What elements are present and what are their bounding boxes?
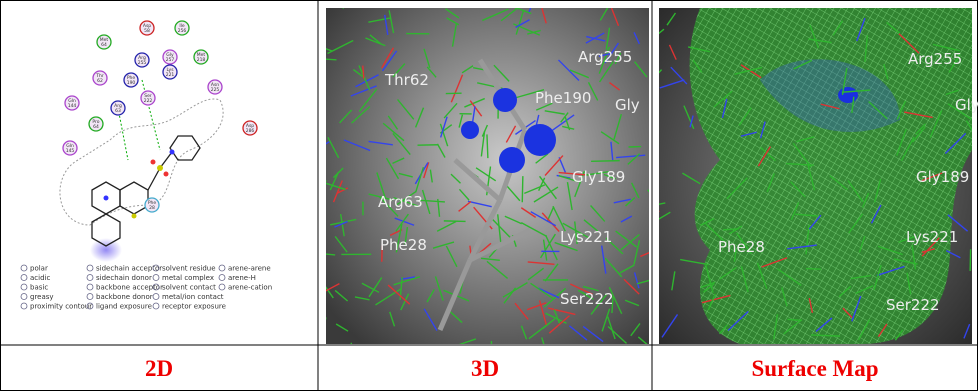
legend-icon (87, 284, 93, 290)
residue-number: 256 (178, 28, 187, 34)
legend-icon (219, 265, 225, 271)
blob (524, 124, 556, 156)
residue-number: 63 (115, 108, 121, 114)
residue-label: Lys221 (560, 228, 612, 246)
residue-label: Phe28 (718, 238, 765, 256)
legend-icon (219, 275, 225, 281)
legend-label: metal/ion contact (162, 293, 224, 301)
legend-icon (21, 275, 27, 281)
legend-icon (87, 294, 93, 300)
legend-label: solvent residue (162, 265, 216, 273)
residue-number: 190 (127, 80, 136, 86)
residue-number: 221 (166, 72, 175, 78)
blob (461, 121, 479, 139)
residue-number: 222 (144, 98, 153, 104)
residue-number: 218 (197, 57, 206, 63)
residue-number: 255 (138, 60, 147, 66)
legend-label: greasy (30, 293, 54, 301)
residue-number: 64 (101, 42, 107, 48)
residue-number: 286 (246, 128, 255, 134)
legend-label: sidechain donor (96, 274, 152, 282)
legend-label: ligand exposure (96, 303, 152, 311)
legend-icon (153, 275, 159, 281)
residue-number: 28 (149, 205, 155, 211)
caption: 2D (145, 356, 173, 381)
residue-label: Ser222 (560, 290, 614, 308)
legend-label: basic (30, 284, 48, 292)
residue-number: 62 (97, 78, 103, 84)
residue-number: 64 (93, 124, 99, 130)
panel-2d: Met64Asp58Ile256Arg255Gly257Met218Thr62P… (21, 21, 272, 311)
bond (522, 176, 523, 202)
residue-number: 145 (66, 148, 75, 154)
blob (493, 88, 517, 112)
residue-label: Gly189 (572, 168, 625, 186)
residue-label: Gly (615, 96, 640, 114)
bond (487, 134, 488, 158)
figure: Met64Asp58Ile256Arg255Gly257Met218Thr62P… (0, 0, 978, 391)
bond (444, 221, 466, 222)
residue-number: 144 (68, 103, 77, 109)
residue-label: Arg255 (578, 48, 632, 66)
blob (499, 147, 525, 173)
legend-label: solvent contact (162, 284, 216, 292)
bond (591, 161, 620, 162)
residue-label: Gly (955, 96, 978, 114)
caption: 3D (471, 356, 499, 381)
residue-number: 257 (166, 57, 175, 63)
residue-label: Arg255 (908, 50, 962, 68)
bond (806, 269, 821, 270)
residue-label: Arg63 (378, 193, 423, 211)
legend-icon (21, 284, 27, 290)
residue-label: Phe190 (535, 89, 591, 107)
bond (363, 66, 364, 79)
residue-label: Ser222 (886, 296, 940, 314)
residue-label: Phe28 (380, 236, 427, 254)
caption: Surface Map (751, 356, 878, 381)
legend-label: receptor exposure (162, 303, 226, 311)
legend-icon (21, 265, 27, 271)
bond (343, 0, 357, 9)
legend-icon (21, 303, 27, 309)
bond (308, 181, 327, 182)
legend-label: sidechain acceptor (96, 265, 162, 273)
residue-label: Lys221 (906, 228, 958, 246)
legend-icon (87, 265, 93, 271)
legend-icon (21, 294, 27, 300)
residue-label: Gly189 (916, 168, 969, 186)
legend-label: arene-arene (228, 265, 271, 273)
legend-label: backbone donor (96, 293, 153, 301)
legend-label: arene-H (228, 274, 256, 282)
legend-icon (153, 294, 159, 300)
residue-number: 58 (144, 28, 150, 34)
legend-label: polar (30, 265, 48, 273)
legend-label: acidic (30, 274, 50, 282)
bond (322, 317, 326, 332)
legend-label: arene-cation (228, 284, 272, 292)
legend-icon (153, 303, 159, 309)
residue-label: Thr62 (384, 71, 429, 89)
legend-icon (219, 284, 225, 290)
legend-label: proximity contour (30, 303, 92, 311)
bond (351, 343, 355, 366)
residue-number: 225 (211, 87, 220, 93)
legend-label: metal complex (162, 274, 214, 282)
legend-icon (87, 275, 93, 281)
